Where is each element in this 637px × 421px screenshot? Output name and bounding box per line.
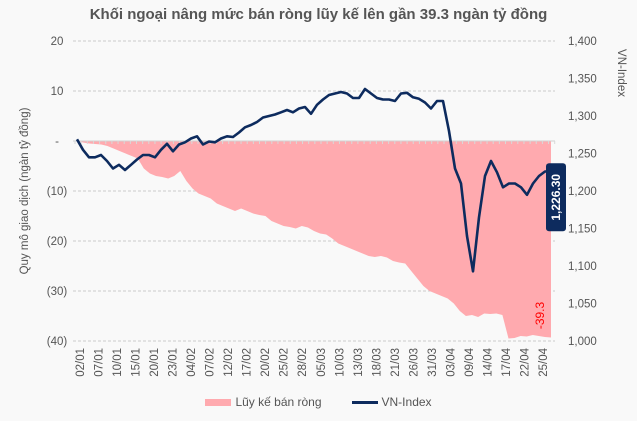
x-tick-label: 05/03: [316, 348, 328, 377]
x-tick-label: 12/02: [223, 348, 235, 377]
x-axis: 02/01 07/01 10/01 15/01 20/01 23/01 04/02 07/02…: [75, 347, 550, 376]
x-tick-label: 03/04: [445, 347, 457, 376]
chart-title: Khối ngoại nâng mức bán ròng lũy kế lên …: [89, 6, 548, 23]
y-axis-left-title: Quy mô giao dịch (ngàn tỷ đồng): [19, 107, 31, 274]
x-tick-label: 10/01: [112, 348, 124, 377]
y-left-tick-label: 10: [51, 86, 64, 98]
y-right-tick-label: 1,250: [568, 149, 597, 161]
legend-label-vn-index: VN-Index: [381, 395, 432, 409]
x-tick-label: 17/04: [501, 347, 513, 376]
legend-swatch-line: [351, 400, 378, 404]
legend-label-cumulative: Lũy kế bán ròng: [235, 395, 322, 409]
x-tick-label: 10/03: [334, 348, 346, 377]
x-tick-label: 07/02: [205, 348, 217, 377]
vn-index-last-value-label: 1,226.30: [546, 163, 566, 232]
x-tick-label: 20/01: [149, 348, 161, 377]
y-left-tick-label: (10): [47, 186, 68, 198]
legend-swatch-area: [205, 398, 232, 406]
x-tick-label: 25/04: [538, 347, 550, 376]
x-tick-label: 07/01: [94, 348, 106, 377]
x-tick-label: 15/01: [131, 348, 143, 377]
y-left-tick-label: (20): [47, 236, 68, 248]
y-right-tick-label: 1,300: [568, 111, 597, 123]
y-axis-right: 1,400 1,350 1,300 1,250 1,200 1,150 1,100 1,050…: [568, 36, 597, 348]
line-series-vn-index: [75, 87, 552, 273]
x-tick-label: 09/04: [464, 347, 476, 376]
x-tick-label: 21/03: [390, 348, 402, 377]
x-tick-label: 17/02: [242, 348, 254, 377]
y-axis-left: 20 10 - (10) (20) (30) (40): [47, 36, 68, 348]
x-tick-label: 31/03: [427, 348, 439, 377]
x-tick-label: 14/04: [482, 347, 494, 376]
legend-item-vn-index[interactable]: VN-Index: [351, 395, 432, 409]
x-tick-label: 26/03: [408, 348, 420, 377]
x-tick-label: 04/02: [186, 348, 198, 377]
cumulative-last-value-label: -39.3: [533, 302, 547, 330]
x-tick-label: 18/03: [371, 348, 383, 377]
y-left-tick-label: (30): [47, 286, 68, 298]
y-right-tick-label: 1,400: [568, 36, 597, 48]
x-tick-label: 02/01: [75, 348, 87, 377]
y-right-tick-label: 1,350: [568, 74, 597, 86]
zero-baseline: [73, 140, 556, 144]
y-right-tick-label: 1,050: [568, 299, 597, 311]
x-tick-label: 20/02: [260, 348, 272, 377]
y-left-tick-label: -: [55, 136, 59, 148]
y-right-tick-label: 1,150: [568, 224, 597, 236]
y-right-tick-label: 1,100: [568, 261, 597, 273]
x-tick-label: 13/03: [353, 348, 365, 377]
vn-index-last-value-text: 1,226.30: [549, 174, 563, 221]
legend: Lũy kế bán ròng VN-Index: [0, 395, 637, 409]
y-right-tick-label: 1,000: [568, 336, 597, 348]
y-right-tick-label: 1,200: [568, 186, 597, 198]
y-left-tick-label: (40): [47, 336, 68, 348]
legend-item-cumulative[interactable]: Lũy kế bán ròng: [205, 395, 322, 409]
y-axis-right-title: VN-Index: [615, 49, 627, 97]
x-tick-label: 25/02: [279, 348, 291, 377]
x-tick-label: 22/04: [519, 347, 531, 376]
x-tick-label: 23/01: [168, 348, 180, 377]
x-tick-label: 28/02: [297, 348, 309, 377]
y-left-tick-label: 20: [51, 36, 64, 48]
area-series-cumulative-net-sell: [77, 141, 551, 339]
